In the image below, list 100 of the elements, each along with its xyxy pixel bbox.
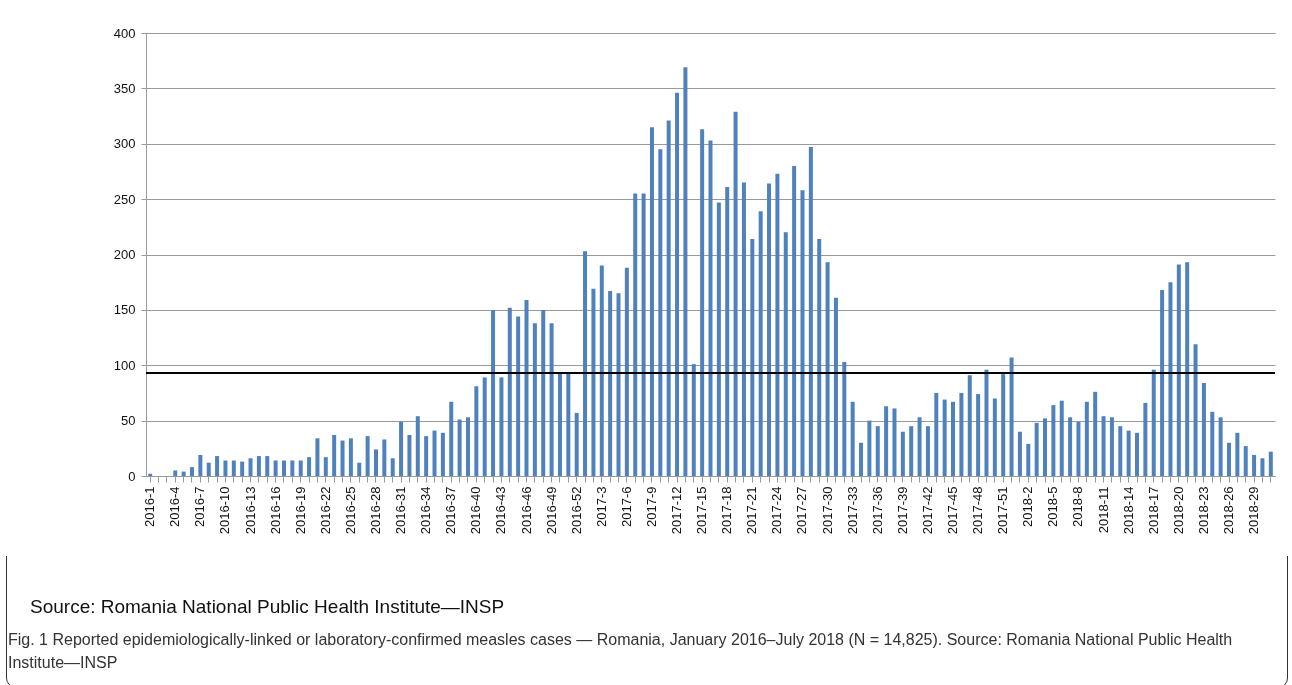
x-tick-label: 2017-36 bbox=[869, 486, 885, 535]
x-tick-label: 2016-7 bbox=[192, 486, 208, 527]
y-tick-label: 0 bbox=[128, 468, 136, 484]
bar bbox=[1109, 417, 1114, 476]
bar bbox=[1218, 417, 1223, 476]
x-tick-label: 2016-10 bbox=[217, 486, 233, 535]
y-tick-label: 200 bbox=[113, 247, 136, 262]
bar bbox=[382, 439, 387, 476]
bar bbox=[800, 190, 805, 476]
bar bbox=[1176, 264, 1181, 476]
bar bbox=[298, 460, 303, 476]
x-tick-label: 2017-30 bbox=[819, 486, 835, 535]
bar bbox=[1084, 401, 1089, 476]
bar bbox=[373, 449, 378, 476]
bar bbox=[415, 416, 420, 476]
x-tick-label: 2017-27 bbox=[794, 486, 810, 535]
bar bbox=[666, 120, 671, 476]
x-tick-label: 2017-39 bbox=[894, 486, 910, 535]
x-tick-label: 2018-5 bbox=[1045, 486, 1061, 527]
bar bbox=[273, 460, 278, 476]
bar bbox=[499, 377, 504, 476]
x-tick-label: 2016-52 bbox=[568, 486, 584, 535]
bar bbox=[315, 438, 320, 476]
bar bbox=[859, 442, 864, 476]
bar bbox=[1160, 289, 1165, 476]
bar bbox=[491, 309, 496, 476]
bar bbox=[457, 419, 462, 476]
bar bbox=[767, 183, 772, 476]
bar bbox=[934, 392, 939, 476]
bar bbox=[658, 149, 663, 476]
x-tick-label: 2017-33 bbox=[844, 486, 860, 535]
bar bbox=[190, 467, 194, 476]
bar bbox=[290, 460, 295, 476]
bar bbox=[1051, 405, 1056, 476]
x-tick-label: 2016-13 bbox=[242, 486, 258, 535]
bar bbox=[608, 291, 613, 476]
bar bbox=[984, 369, 989, 476]
bar bbox=[875, 426, 880, 476]
x-tick-label: 2017-3 bbox=[593, 486, 609, 527]
bar bbox=[532, 323, 537, 476]
y-tick-label: 150 bbox=[113, 302, 136, 318]
bar bbox=[1068, 417, 1073, 476]
bar bbox=[474, 386, 479, 476]
bar bbox=[465, 417, 470, 476]
x-tick-label: 2016-46 bbox=[518, 486, 534, 535]
bar bbox=[256, 456, 261, 476]
x-tick-label: 2016-40 bbox=[468, 486, 484, 535]
bar bbox=[750, 238, 755, 476]
bar bbox=[691, 364, 696, 476]
y-tick-label: 350 bbox=[113, 80, 136, 96]
bar bbox=[231, 460, 236, 476]
bar bbox=[649, 127, 654, 476]
bar bbox=[557, 371, 562, 476]
bar bbox=[1135, 432, 1140, 476]
bar bbox=[892, 408, 897, 476]
bar bbox=[967, 375, 972, 476]
bar bbox=[440, 432, 445, 476]
source-note: Source: Romania National Public Health Institute—INSP bbox=[30, 596, 505, 618]
bar bbox=[1193, 344, 1198, 476]
x-tick-label: 2016-16 bbox=[267, 486, 283, 535]
bar bbox=[1076, 421, 1081, 476]
bar bbox=[390, 458, 395, 476]
x-tick-label: 2018-2 bbox=[1020, 486, 1036, 527]
bar bbox=[758, 211, 763, 476]
x-tick-label: 2016-43 bbox=[493, 486, 509, 535]
bar bbox=[825, 262, 830, 476]
bar bbox=[1227, 442, 1231, 476]
y-tick-label: 300 bbox=[113, 136, 136, 152]
bar bbox=[783, 232, 788, 476]
bar bbox=[1151, 369, 1156, 476]
bar bbox=[1260, 458, 1265, 476]
bar bbox=[1126, 430, 1131, 476]
bar bbox=[198, 454, 203, 476]
x-tick-label: 2017-42 bbox=[919, 486, 935, 535]
bar bbox=[574, 412, 579, 476]
bar bbox=[1118, 426, 1123, 476]
bar bbox=[240, 461, 245, 476]
bar bbox=[741, 182, 746, 476]
bar bbox=[424, 436, 429, 476]
bar bbox=[1252, 454, 1257, 476]
bar bbox=[616, 293, 621, 476]
bar bbox=[1101, 416, 1106, 476]
bar bbox=[1034, 422, 1039, 476]
bar bbox=[633, 193, 638, 476]
bar bbox=[206, 462, 211, 476]
bar bbox=[867, 420, 872, 476]
x-tick-label: 2018-11 bbox=[1095, 486, 1111, 534]
y-tick-label: 50 bbox=[121, 413, 136, 429]
bar bbox=[599, 265, 604, 476]
bar bbox=[1268, 451, 1273, 476]
bar bbox=[549, 323, 554, 476]
bar bbox=[1185, 262, 1190, 476]
bar bbox=[248, 458, 253, 476]
x-tick-label: 2016-22 bbox=[317, 486, 333, 535]
x-tick-label: 2017-15 bbox=[694, 486, 710, 535]
bar bbox=[1026, 443, 1031, 476]
x-tick-label: 2016-31 bbox=[393, 486, 409, 535]
bar bbox=[842, 361, 847, 476]
bar bbox=[909, 426, 914, 476]
bar bbox=[348, 438, 353, 476]
